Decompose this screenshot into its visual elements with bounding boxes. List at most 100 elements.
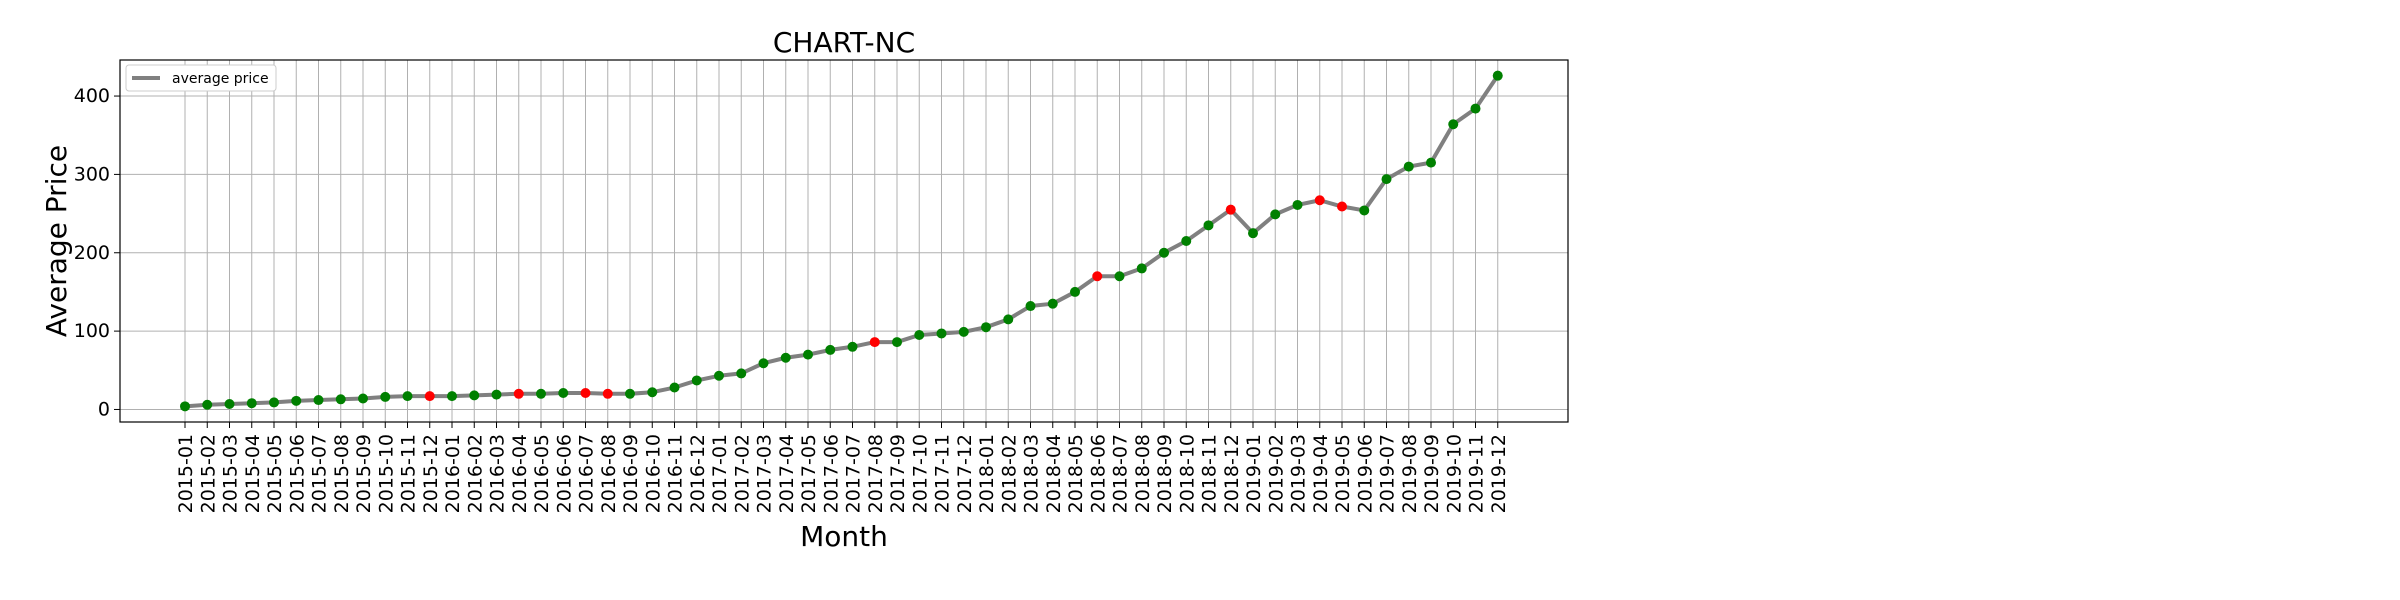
x-tick-label: 2015-07 bbox=[309, 434, 331, 513]
data-point bbox=[380, 391, 391, 402]
data-point bbox=[1426, 157, 1436, 168]
y-axis-ticks: 0 100 200 300 400 bbox=[74, 85, 120, 420]
data-point bbox=[914, 330, 925, 341]
data-point bbox=[958, 326, 969, 337]
data-point bbox=[625, 388, 635, 399]
x-tick-label: 2017-12 bbox=[954, 434, 976, 513]
data-point bbox=[780, 352, 791, 363]
data-point bbox=[647, 387, 658, 398]
x-tick-label: 2019-11 bbox=[1466, 434, 1488, 513]
data-point bbox=[269, 397, 279, 408]
data-point bbox=[1381, 174, 1392, 185]
data-point bbox=[1470, 103, 1481, 114]
data-point bbox=[1047, 298, 1058, 309]
y-tick-label: 300 bbox=[74, 163, 110, 185]
data-point bbox=[1359, 205, 1370, 216]
plot-frame bbox=[119, 59, 1569, 423]
data-point bbox=[936, 328, 947, 339]
data-point bbox=[1314, 195, 1325, 206]
y-tick-label: 400 bbox=[74, 85, 110, 107]
data-point bbox=[602, 388, 613, 399]
data-point bbox=[202, 399, 213, 410]
chart-title: CHART-NC bbox=[773, 26, 915, 59]
x-tick-label: 2018-01 bbox=[976, 434, 998, 513]
x-tick-label: 2017-01 bbox=[709, 434, 731, 513]
x-tick-label: 2015-10 bbox=[375, 434, 397, 513]
data-point bbox=[1292, 199, 1303, 210]
data-point bbox=[1270, 209, 1281, 220]
y-axis-label: Average Price bbox=[40, 145, 73, 337]
x-tick-label: 2018-09 bbox=[1154, 434, 1176, 513]
data-point bbox=[402, 391, 413, 402]
data-point bbox=[358, 393, 368, 404]
data-point bbox=[313, 395, 324, 406]
x-tick-label: 2016-08 bbox=[598, 434, 620, 513]
data-point bbox=[513, 388, 524, 399]
x-tick-label: 2018-12 bbox=[1221, 434, 1243, 513]
data-point bbox=[1025, 301, 1036, 312]
data-point bbox=[1003, 314, 1014, 325]
data-point bbox=[1092, 271, 1103, 282]
x-tick-label: 2015-12 bbox=[420, 434, 442, 513]
series-line-layer bbox=[184, 74, 1500, 409]
x-tick-label: 2018-04 bbox=[1043, 434, 1065, 513]
data-point bbox=[580, 388, 591, 399]
legend-label: average price bbox=[172, 71, 269, 87]
data-point bbox=[847, 341, 858, 352]
data-point bbox=[246, 398, 257, 409]
x-tick-label: 2015-09 bbox=[353, 434, 375, 513]
x-tick-label: 2017-07 bbox=[843, 434, 865, 513]
x-tick-label: 2018-02 bbox=[998, 434, 1020, 513]
x-tick-label: 2017-11 bbox=[932, 434, 954, 513]
data-point bbox=[536, 388, 546, 399]
data-point bbox=[180, 401, 190, 412]
x-tick-label: 2016-01 bbox=[442, 434, 464, 513]
x-tick-label: 2015-01 bbox=[175, 434, 197, 513]
data-point bbox=[1114, 271, 1125, 282]
x-tick-label: 2019-03 bbox=[1288, 434, 1310, 513]
legend-box bbox=[125, 64, 277, 92]
x-tick-label: 2016-05 bbox=[531, 434, 553, 513]
data-point bbox=[803, 349, 813, 360]
data-point bbox=[981, 322, 991, 333]
x-tick-label: 2016-09 bbox=[620, 434, 642, 513]
data-points bbox=[180, 70, 1503, 412]
x-tick-label: 2017-04 bbox=[776, 434, 798, 513]
x-tick-label: 2019-10 bbox=[1443, 434, 1465, 513]
data-point bbox=[669, 382, 680, 393]
grid bbox=[120, 60, 1568, 422]
data-point bbox=[1225, 204, 1236, 215]
x-tick-label: 2019-05 bbox=[1332, 434, 1354, 513]
x-tick-label: 2016-06 bbox=[553, 434, 575, 513]
x-tick-label: 2017-02 bbox=[731, 434, 753, 513]
data-point bbox=[691, 375, 702, 386]
x-tick-label: 2019-08 bbox=[1399, 434, 1421, 513]
x-axis-label: Month bbox=[800, 520, 888, 553]
data-point bbox=[1203, 220, 1214, 231]
data-point bbox=[558, 388, 569, 399]
data-point bbox=[825, 344, 836, 355]
x-tick-label: 2015-02 bbox=[197, 434, 219, 513]
y-tick-label: 100 bbox=[74, 320, 110, 342]
data-point bbox=[1448, 119, 1459, 130]
x-tick-label: 2019-12 bbox=[1488, 434, 1510, 513]
x-tick-label: 2017-09 bbox=[887, 434, 909, 513]
data-point bbox=[736, 368, 747, 379]
data-point bbox=[758, 358, 769, 369]
x-tick-label: 2019-04 bbox=[1310, 434, 1332, 513]
x-tick-label: 2016-07 bbox=[576, 434, 598, 513]
x-tick-label: 2016-12 bbox=[687, 434, 709, 513]
data-point bbox=[869, 337, 880, 348]
x-tick-label: 2016-11 bbox=[665, 434, 687, 513]
data-point bbox=[424, 391, 435, 402]
x-tick-label: 2017-03 bbox=[754, 434, 776, 513]
x-tick-label: 2017-08 bbox=[865, 434, 887, 513]
x-tick-label: 2015-04 bbox=[242, 434, 264, 513]
legend: average price bbox=[125, 64, 277, 92]
x-tick-label: 2018-10 bbox=[1176, 434, 1198, 513]
data-point bbox=[224, 398, 235, 409]
data-point bbox=[491, 389, 502, 400]
data-point bbox=[291, 395, 302, 406]
y-tick-label: 0 bbox=[98, 398, 110, 420]
x-tick-label: 2015-08 bbox=[331, 434, 353, 513]
